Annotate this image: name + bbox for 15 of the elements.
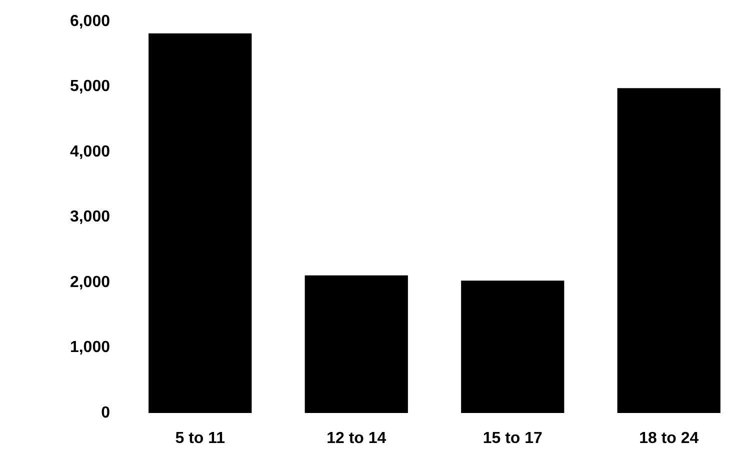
x-tick-label: 5 to 11 [175, 430, 226, 448]
bar [617, 88, 720, 413]
y-tick-label: 6,000 [70, 13, 110, 30]
y-tick-label: 4,000 [70, 143, 110, 160]
y-tick-label: 1,000 [70, 339, 110, 356]
bar [304, 275, 408, 413]
x-tick-label: 18 to 24 [639, 430, 699, 448]
x-tick-label: 15 to 17 [482, 430, 543, 448]
y-tick-label: 2,000 [70, 274, 110, 291]
y-tick-label: 3,000 [70, 208, 110, 226]
y-tick-label: 5,000 [70, 78, 110, 96]
y-tick-label: 0 [101, 404, 110, 422]
bar [461, 280, 564, 413]
x-tick-label: 12 to 14 [326, 430, 386, 448]
bar [148, 33, 252, 413]
